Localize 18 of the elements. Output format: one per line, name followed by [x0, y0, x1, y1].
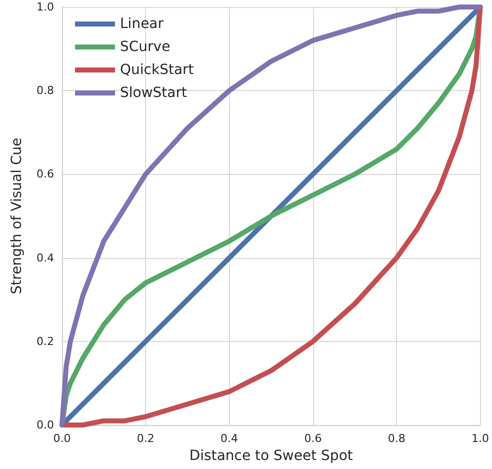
y-tick-label: 0.6 [36, 168, 54, 181]
legend-label: SCurve [120, 39, 170, 55]
x-tick-label: 1.0 [472, 432, 490, 445]
legend-label: QuickStart [120, 62, 194, 78]
y-tick-label: 0.0 [36, 418, 54, 432]
x-tick-label: 0.4 [220, 432, 238, 445]
legend-label: Linear [120, 16, 164, 32]
x-tick-label: 0.2 [136, 432, 154, 445]
y-tick-label: 0.2 [36, 334, 54, 348]
legend-label: SlowStart [120, 85, 188, 101]
x-tick-label: 0.8 [388, 432, 406, 445]
x-axis-title: Distance to Sweet Spot [189, 448, 354, 464]
y-axis-title: Strength of Visual Cue [9, 138, 25, 294]
x-tick-label: 0.0 [53, 432, 71, 445]
x-tick-label: 0.6 [304, 432, 322, 445]
y-tick-label: 0.8 [36, 84, 54, 98]
y-tick-label: 1.0 [36, 0, 54, 14]
y-tick-label: 0.4 [36, 251, 54, 264]
